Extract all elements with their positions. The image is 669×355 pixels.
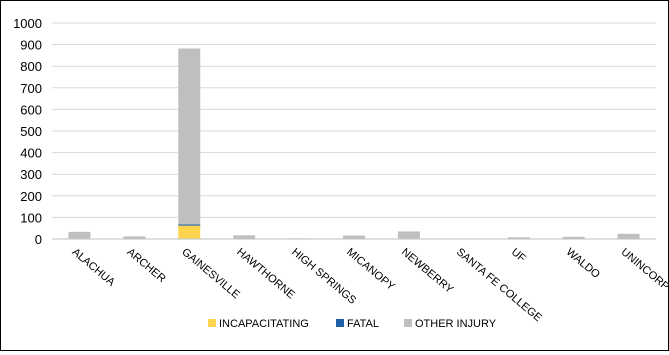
bar-other-injury [123, 236, 146, 239]
legend-swatch [208, 319, 216, 327]
bar-other-injury [397, 231, 420, 239]
x-tick-label: HAWTHORNE [234, 246, 297, 301]
bar-other-injury [68, 231, 91, 239]
x-tick-label: ALACHUA [70, 246, 118, 289]
bar-other-injury [233, 235, 256, 239]
x-tick-label: MICANOPY [344, 246, 397, 293]
x-tick-label: UF [509, 246, 528, 265]
bar-other-injury [617, 233, 640, 239]
legend-label: OTHER INJURY [415, 318, 497, 330]
y-tick-label: 300 [20, 167, 42, 182]
x-tick-label: WALDO [564, 246, 603, 281]
gridlines [52, 22, 656, 218]
y-tick-label: 600 [20, 102, 42, 117]
legend: INCAPACITATING FATAL OTHER INJURY [208, 318, 497, 330]
x-tick-label: NEWBERRY [399, 246, 456, 296]
bar-other-injury [507, 237, 530, 239]
bar-other-injury [343, 235, 365, 239]
legend-label: FATAL [347, 318, 379, 330]
x-tick-label: SANTA FE COLLEGE [454, 246, 544, 324]
legend-label: INCAPACITATING [219, 318, 309, 330]
legend-swatch [404, 319, 412, 327]
y-tick-label: 100 [20, 210, 42, 225]
legend-swatch [336, 319, 344, 327]
bar-incapacitating [178, 225, 201, 239]
x-tick-label: ARCHER [124, 246, 167, 285]
y-tick-label: 1000 [13, 16, 42, 31]
y-tick-label: 900 [20, 38, 42, 53]
y-tick-label: 500 [20, 124, 42, 139]
x-tick-label: UNINCORP [619, 246, 668, 293]
y-tick-label: 0 [35, 232, 42, 247]
x-tick-label: GAINESVILLE [179, 246, 242, 301]
y-tick-label: 200 [20, 189, 42, 204]
y-tick-label: 800 [20, 59, 42, 74]
bar-fatal [178, 224, 201, 226]
bar-other-injury [562, 236, 585, 239]
y-tick-label: 700 [20, 81, 42, 96]
y-tick-label: 400 [20, 146, 42, 161]
bar-other-injury [178, 48, 201, 225]
bars [68, 48, 640, 240]
y-axis: 0 100 200 300 400 500 600 700 800 900 1000 [13, 16, 42, 247]
